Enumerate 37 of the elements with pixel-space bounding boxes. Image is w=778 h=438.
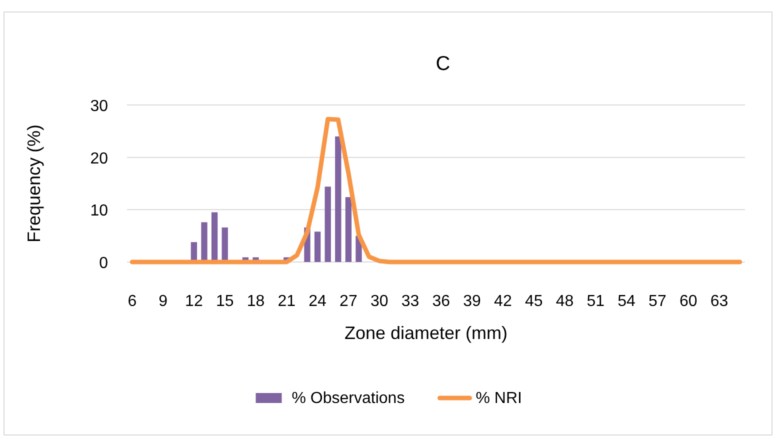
x-tick-label: 60 [679, 293, 698, 310]
x-tick-label: 51 [586, 293, 605, 310]
bar [222, 227, 228, 262]
y-tick-label: 20 [90, 150, 108, 168]
x-tick-label: 12 [185, 293, 203, 310]
legend-label: % NRI [476, 390, 522, 407]
x-tick-label: 57 [648, 293, 666, 310]
x-tick-label: 63 [710, 293, 728, 310]
y-tick-label: 0 [99, 255, 108, 272]
x-tick-label: 21 [278, 293, 296, 310]
x-tick-label: 54 [618, 293, 636, 310]
bar [201, 222, 208, 262]
y-tick-label: 10 [90, 202, 108, 220]
chart-title: C [436, 53, 450, 75]
x-tick-label: 48 [556, 293, 574, 310]
y-axis-title: Frequency (%) [24, 124, 44, 243]
y-tick-label: 30 [90, 98, 108, 115]
x-tick-label: 15 [216, 293, 234, 310]
x-tick-label: 6 [128, 293, 137, 310]
x-tick-label: 18 [246, 293, 265, 310]
x-tick-label: 30 [370, 293, 388, 310]
bar [335, 136, 342, 262]
bar [314, 232, 321, 262]
bar [211, 212, 218, 262]
x-tick-label: 33 [401, 293, 420, 310]
bar [324, 186, 331, 262]
line-series [130, 116, 742, 264]
x-tick-label: 39 [463, 293, 482, 310]
x-tick-label: 24 [308, 293, 327, 310]
x-tick-label: 42 [494, 293, 512, 310]
x-axis-title: Zone diameter (mm) [344, 323, 508, 343]
x-tick-label: 45 [524, 293, 543, 310]
x-tick-label: 9 [158, 293, 168, 310]
x-tick-label: 27 [340, 293, 358, 310]
bar [345, 197, 352, 262]
legend-label: % Observations [292, 390, 405, 407]
x-tick-label: 36 [432, 293, 450, 310]
